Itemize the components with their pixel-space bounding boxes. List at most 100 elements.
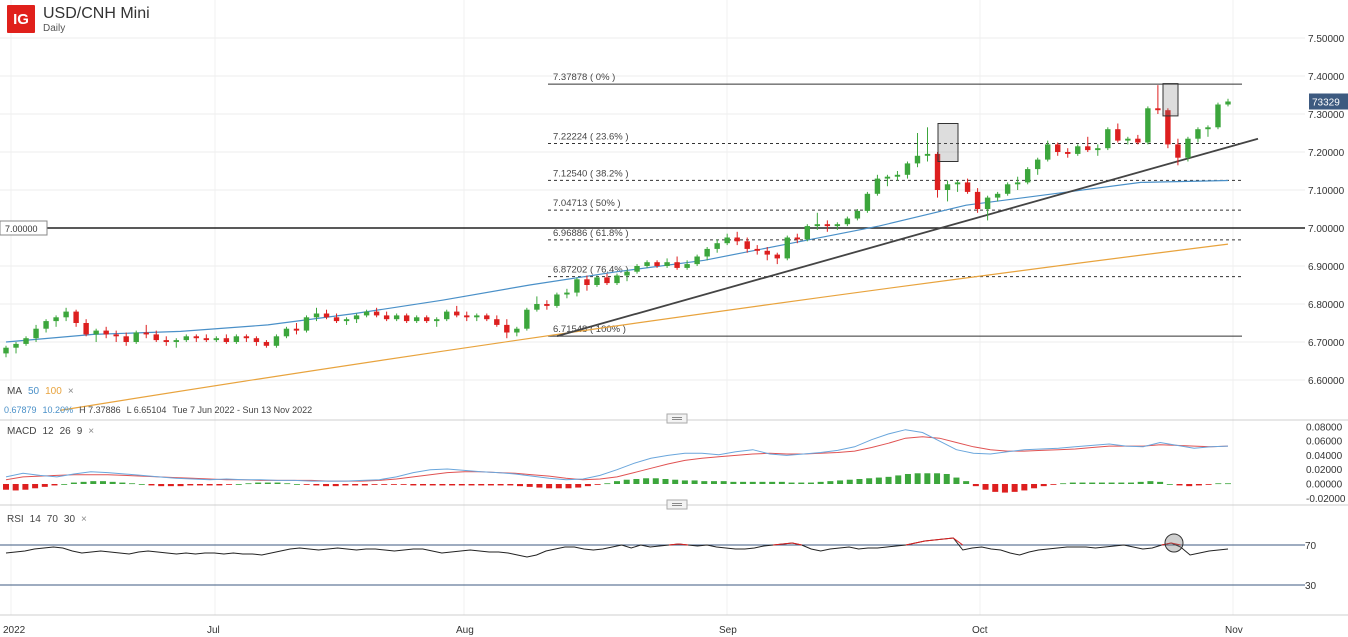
candle-body	[3, 347, 9, 354]
candle-body	[884, 176, 891, 179]
fib-level-label: 7.12540 ( 38.2% )	[553, 168, 629, 179]
pane-resize-handle[interactable]	[666, 413, 688, 424]
candle-body	[1065, 152, 1071, 154]
macd-histogram-bar	[885, 476, 892, 484]
candle-body	[814, 224, 821, 227]
macd-histogram-bar	[80, 481, 87, 484]
time-axis-tick: Jul	[207, 625, 220, 636]
macd-histogram-bar	[701, 481, 708, 484]
candle-body	[93, 330, 99, 335]
macd-histogram-bar	[61, 484, 68, 485]
candle-body	[13, 343, 19, 348]
macd-histogram-bar	[866, 478, 873, 484]
candle-body	[133, 332, 139, 342]
macd-histogram-bar	[856, 478, 863, 484]
macd-histogram-bar	[99, 481, 106, 484]
candle-body	[213, 338, 220, 341]
candle-body	[1195, 129, 1201, 139]
macd-histogram-bar	[710, 481, 717, 484]
macd-histogram-bar	[1157, 481, 1164, 484]
macd-histogram-bar	[167, 484, 174, 487]
rsi-overbought-segment	[943, 537, 954, 540]
macd-histogram-bar	[623, 479, 630, 484]
macd-histogram-bar	[1128, 482, 1135, 484]
candle-body	[1004, 184, 1011, 194]
pane-resize-handle[interactable]	[666, 499, 688, 510]
ma-period-100: 100	[45, 386, 62, 397]
candle-body	[764, 250, 770, 255]
macd-histogram-bar	[565, 484, 572, 489]
candle-body	[964, 182, 971, 192]
macd-close-icon[interactable]: ×	[88, 426, 95, 437]
macd-histogram-bar	[798, 482, 805, 484]
candle-body	[1165, 110, 1171, 145]
macd-histogram-bar	[342, 484, 349, 486]
candle-body	[333, 317, 340, 322]
candle-body	[1055, 144, 1061, 152]
time-axis-tick: Aug	[456, 625, 474, 636]
candle-body	[233, 336, 240, 342]
candle-body	[1225, 101, 1231, 105]
candle-body	[974, 191, 981, 209]
ma-close-icon[interactable]: ×	[67, 386, 74, 397]
price-axis-tick: 7.40000	[1308, 72, 1345, 83]
rsi-param-period: 14	[29, 514, 41, 525]
macd-histogram-bar	[420, 484, 427, 486]
candle-body	[203, 338, 210, 341]
candle-body	[954, 182, 961, 185]
macd-histogram-bar	[963, 481, 970, 484]
macd-histogram-bar	[323, 484, 330, 487]
candle-body	[434, 319, 440, 322]
macd-histogram-bar	[284, 483, 291, 485]
macd-histogram-bar	[614, 481, 620, 484]
rsi-overbought-segment	[773, 543, 783, 546]
macd-histogram-bar	[264, 482, 271, 484]
macd-histogram-bar	[1040, 484, 1047, 487]
macd-histogram-bar	[895, 475, 902, 484]
time-axis-tick: Nov	[1225, 625, 1243, 636]
ma-percent-value: 10.20%	[42, 405, 74, 415]
macd-histogram-bar	[1166, 484, 1173, 485]
candle-body	[474, 315, 480, 318]
candle-body	[934, 153, 941, 190]
macd-param-fast: 12	[42, 426, 54, 437]
macd-histogram-bar	[196, 484, 203, 486]
macd-histogram-bar	[177, 484, 184, 487]
price-axis-tick: 6.90000	[1308, 262, 1345, 273]
macd-histogram-bar	[245, 483, 252, 485]
macd-histogram-bar	[497, 484, 504, 486]
macd-histogram-bar	[390, 484, 397, 485]
macd-histogram-bar	[235, 484, 242, 485]
ma50-line	[5, 179, 1229, 343]
rsi-close-icon[interactable]: ×	[81, 514, 87, 525]
macd-histogram-bar	[22, 484, 29, 490]
macd-histogram-bar	[1186, 484, 1193, 487]
candle-body	[33, 328, 39, 339]
macd-histogram-bar	[148, 484, 155, 486]
rsi-highlight-circle	[1164, 533, 1184, 553]
candle-body	[73, 311, 79, 323]
candle-body	[143, 332, 149, 335]
price-axis-tick: 7.30000	[1308, 110, 1345, 121]
macd-histogram-bar	[982, 484, 989, 490]
macd-histogram-bar	[1176, 484, 1183, 486]
high-value: H 7.37886	[79, 405, 121, 415]
candle-body	[1024, 169, 1031, 183]
macd-histogram-bar	[158, 484, 165, 487]
rsi-axis-tick: 70	[1305, 541, 1317, 552]
price-axis-tick: 7.20000	[1308, 148, 1345, 159]
macd-histogram-bar	[70, 482, 77, 484]
time-axis-tick: 2022	[3, 625, 26, 636]
candle-body	[634, 266, 640, 272]
candle-body	[103, 330, 109, 335]
fib-level-label: 7.04713 ( 50% )	[553, 198, 621, 209]
macd-histogram-bar	[90, 481, 97, 484]
macd-histogram-bar	[1089, 482, 1096, 484]
price-axis-tick: 7.00000	[1308, 224, 1345, 235]
candle-body	[343, 319, 350, 322]
macd-histogram-bar	[778, 481, 785, 484]
macd-histogram-bar	[1011, 484, 1018, 492]
macd-histogram-bar	[1001, 484, 1008, 493]
macd-histogram-bar	[410, 484, 417, 486]
